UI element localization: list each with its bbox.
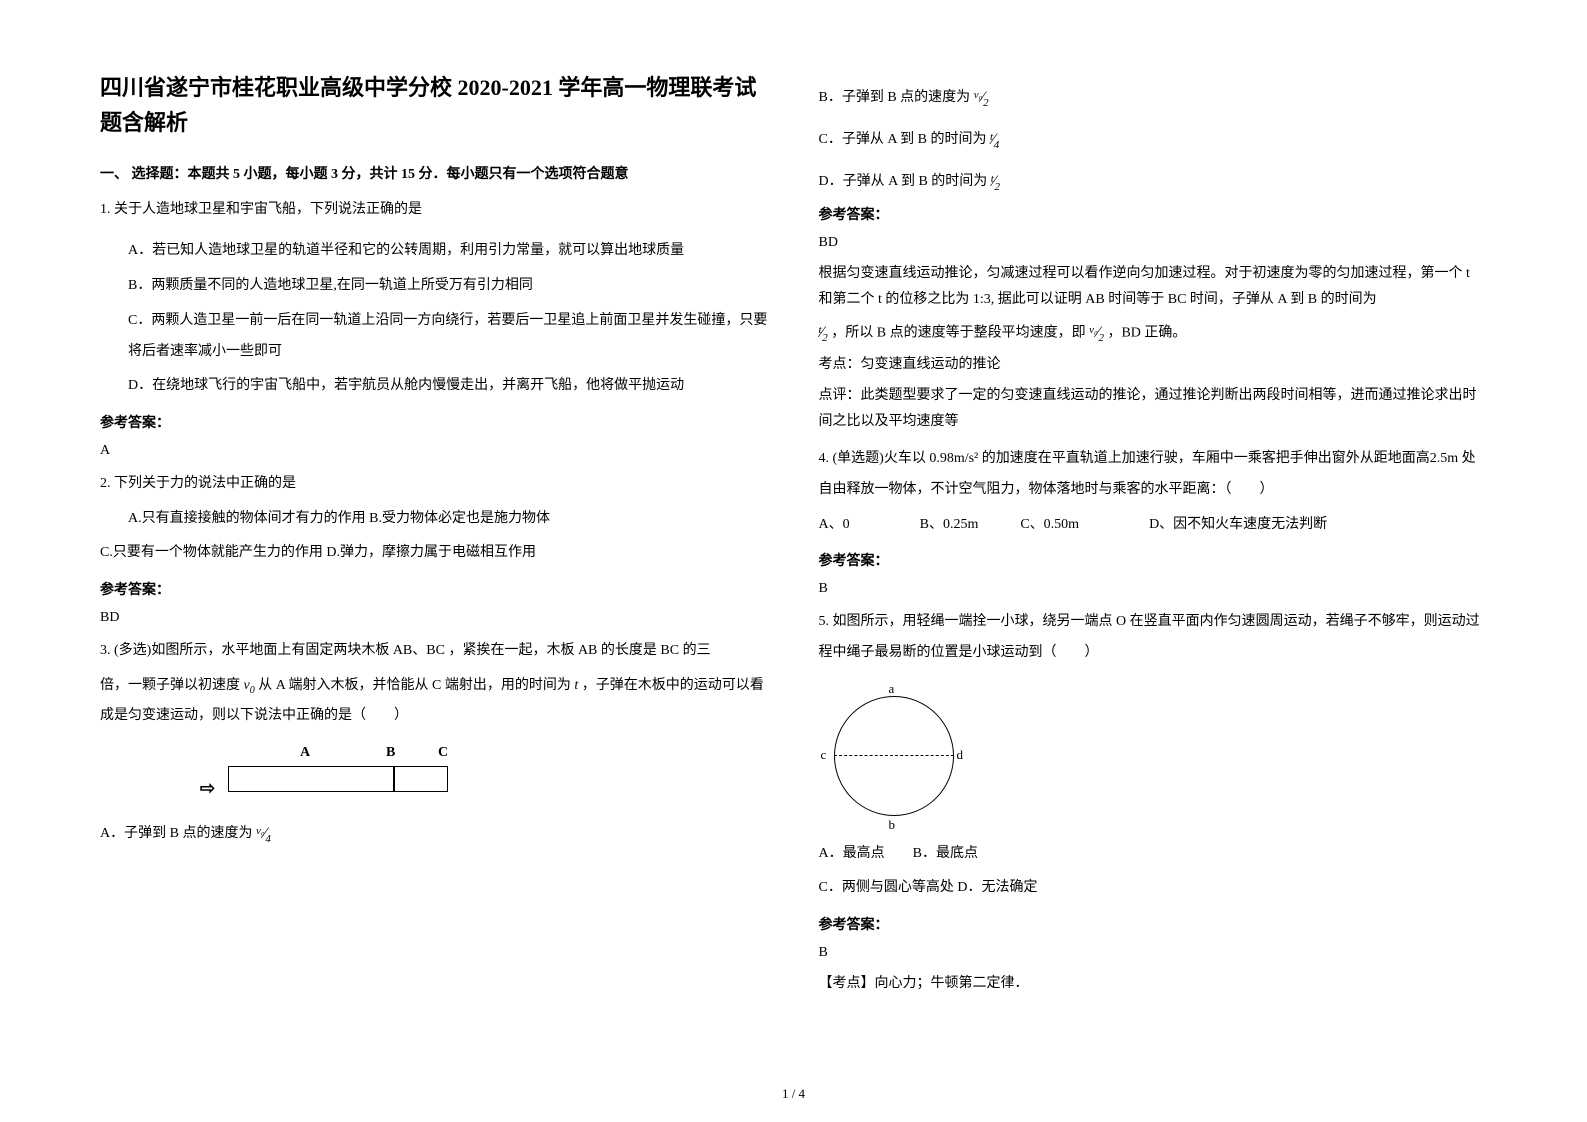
- q3-label-B: B: [386, 745, 395, 761]
- q3-label-C: C: [438, 745, 448, 761]
- q3-explain-frac1: t⁄2: [819, 318, 828, 348]
- q3-optD-pre: D．子弹从 A 到 B 的时间为: [819, 174, 991, 189]
- q3-point: 考点：匀变速直线运动的推论: [819, 352, 1488, 379]
- q2-line1: A.只有直接接触的物体间才有力的作用 B.受力物体必定也是施力物体: [128, 504, 769, 535]
- q5-label-c: c: [821, 747, 827, 763]
- left-column: 四川省遂宁市桂花职业高级中学分校 2020-2021 学年高一物理联考试题含解析…: [100, 70, 769, 1052]
- q3-v0: v0: [244, 678, 255, 693]
- q3-stem2: 倍，一颗子弹以初速度 v0 从 A 端射入木板，并恰能从 C 端射出，用的时间为…: [100, 671, 769, 733]
- q3-answer-label: 参考答案：: [819, 204, 1488, 224]
- right-column: B．子弹到 B 点的速度为 v₀⁄2 C．子弹从 A 到 B 的时间为 t⁄4 …: [819, 70, 1488, 1052]
- q3-rect: [228, 766, 448, 792]
- q3-optB: B．子弹到 B 点的速度为 v₀⁄2: [819, 82, 1488, 114]
- q1-answer-label: 参考答案：: [100, 412, 769, 432]
- q3-divider: [393, 766, 395, 792]
- q5-label-d: d: [957, 747, 964, 763]
- q1-answer: A: [100, 438, 769, 465]
- q5-answer-label: 参考答案：: [819, 914, 1488, 934]
- q3-explain2-mid: ，所以 B 点的速度等于整段平均速度，即: [831, 325, 1089, 340]
- q3-optD-frac: t⁄2: [991, 166, 1000, 198]
- q1-stem: 1. 关于人造地球卫星和宇宙飞船，下列说法正确的是: [100, 195, 769, 226]
- q3-stem1: 3. (多选)如图所示，水平地面上有固定两块木板 AB、BC ，紧挨在一起，木板…: [100, 636, 769, 667]
- q2-stem: 2. 下列关于力的说法中正确的是: [100, 469, 769, 500]
- q1-optD: D．在绕地球飞行的宇宙飞船中，若宇航员从舱内慢慢走出，并离开飞船，他将做平抛运动: [128, 371, 769, 402]
- q3-optC-pre: C．子弹从 A 到 B 的时间为: [819, 132, 991, 147]
- q4-options: A、0 B、0.25m C、0.50m D、因不知火车速度无法判断: [819, 510, 1488, 541]
- q3-optD: D．子弹从 A 到 B 的时间为 t⁄2: [819, 166, 1488, 198]
- q3-optB-frac: v₀⁄2: [974, 82, 989, 114]
- q5-point: 【考点】向心力；牛顿第二定律．: [819, 971, 1488, 998]
- q2-answer: BD: [100, 605, 769, 632]
- q5-answer: B: [819, 940, 1488, 967]
- page-container: 四川省遂宁市桂花职业高级中学分校 2020-2021 学年高一物理联考试题含解析…: [100, 70, 1487, 1052]
- q5-line1: A．最高点 B．最底点: [819, 839, 1488, 870]
- q4-answer: B: [819, 576, 1488, 603]
- q5-circle: [834, 696, 954, 816]
- q3-explain2-post: ，BD 正确。: [1107, 325, 1186, 340]
- section-heading: 一、 选择题：本题共 5 小题，每小题 3 分，共计 15 分．每小题只有一个选…: [100, 163, 769, 183]
- q3-arrow-icon: ⇨: [200, 778, 215, 799]
- q2-line2: C.只要有一个物体就能产生力的作用 D.弹力，摩擦力属于电磁相互作用: [100, 538, 769, 569]
- q3-explain2: t⁄2 ，所以 B 点的速度等于整段平均速度，即 v₀⁄2 ，BD 正确。: [819, 318, 1488, 348]
- q3-optA-frac: v₀⁄4: [256, 818, 271, 850]
- q3-answer: BD: [819, 230, 1488, 257]
- q1-optB: B．两颗质量不同的人造地球卫星,在同一轨道上所受万有引力相同: [128, 271, 769, 302]
- q1-optC: C．两颗人造卫星一前一后在同一轨道上沿同一方向绕行，若要后一卫星追上前面卫星并发…: [128, 306, 769, 368]
- q3-label-A: A: [300, 745, 310, 761]
- page-number: 1 / 4: [782, 1086, 805, 1102]
- q3-optC: C．子弹从 A 到 B 的时间为 t⁄4: [819, 124, 1488, 156]
- q5-stem: 5. 如图所示，用轻绳一端拴一小球，绕另一端点 O 在竖直平面内作匀速圆周运动，…: [819, 607, 1488, 669]
- q5-diameter: [834, 755, 954, 756]
- q5-line2: C．两侧与圆心等高处 D．无法确定: [819, 873, 1488, 904]
- q3-optA: A．子弹到 B 点的速度为 v₀⁄4: [100, 818, 769, 850]
- q3-optA-pre: A．子弹到 B 点的速度为: [100, 826, 256, 841]
- q3-stem2-pre: 倍，一颗子弹以初速度: [100, 678, 244, 693]
- q4-answer-label: 参考答案：: [819, 550, 1488, 570]
- q3-stem2-post: 从 A 端射入木板，并恰能从 C 端射出，用的时间为: [255, 678, 575, 693]
- document-title: 四川省遂宁市桂花职业高级中学分校 2020-2021 学年高一物理联考试题含解析: [100, 70, 769, 140]
- q3-explain-frac2: v₀⁄2: [1089, 318, 1104, 348]
- q3-diagram: ⇨ A B C: [200, 748, 460, 808]
- q5-label-b: b: [889, 817, 896, 833]
- q5-label-a: a: [889, 681, 895, 697]
- q3-comment: 点评：此类题型要求了一定的匀变速直线运动的推论，通过推论判断出两段时间相等，进而…: [819, 383, 1488, 436]
- q3-explain1: 根据匀变速直线运动推论，匀减速过程可以看作逆向匀加速过程。对于初速度为零的匀加速…: [819, 261, 1488, 314]
- q1-optA: A．若已知人造地球卫星的轨道半径和它的公转周期，利用引力常量，就可以算出地球质量: [128, 243, 684, 258]
- q5-diagram: a b c d: [819, 681, 969, 831]
- q3-optB-pre: B．子弹到 B 点的速度为: [819, 90, 974, 105]
- q2-answer-label: 参考答案：: [100, 579, 769, 599]
- q3-optC-frac: t⁄4: [990, 124, 999, 156]
- q4-stem: 4. (单选题)火车以 0.98m/s² 的加速度在平直轨道上加速行驶，车厢中一…: [819, 444, 1488, 506]
